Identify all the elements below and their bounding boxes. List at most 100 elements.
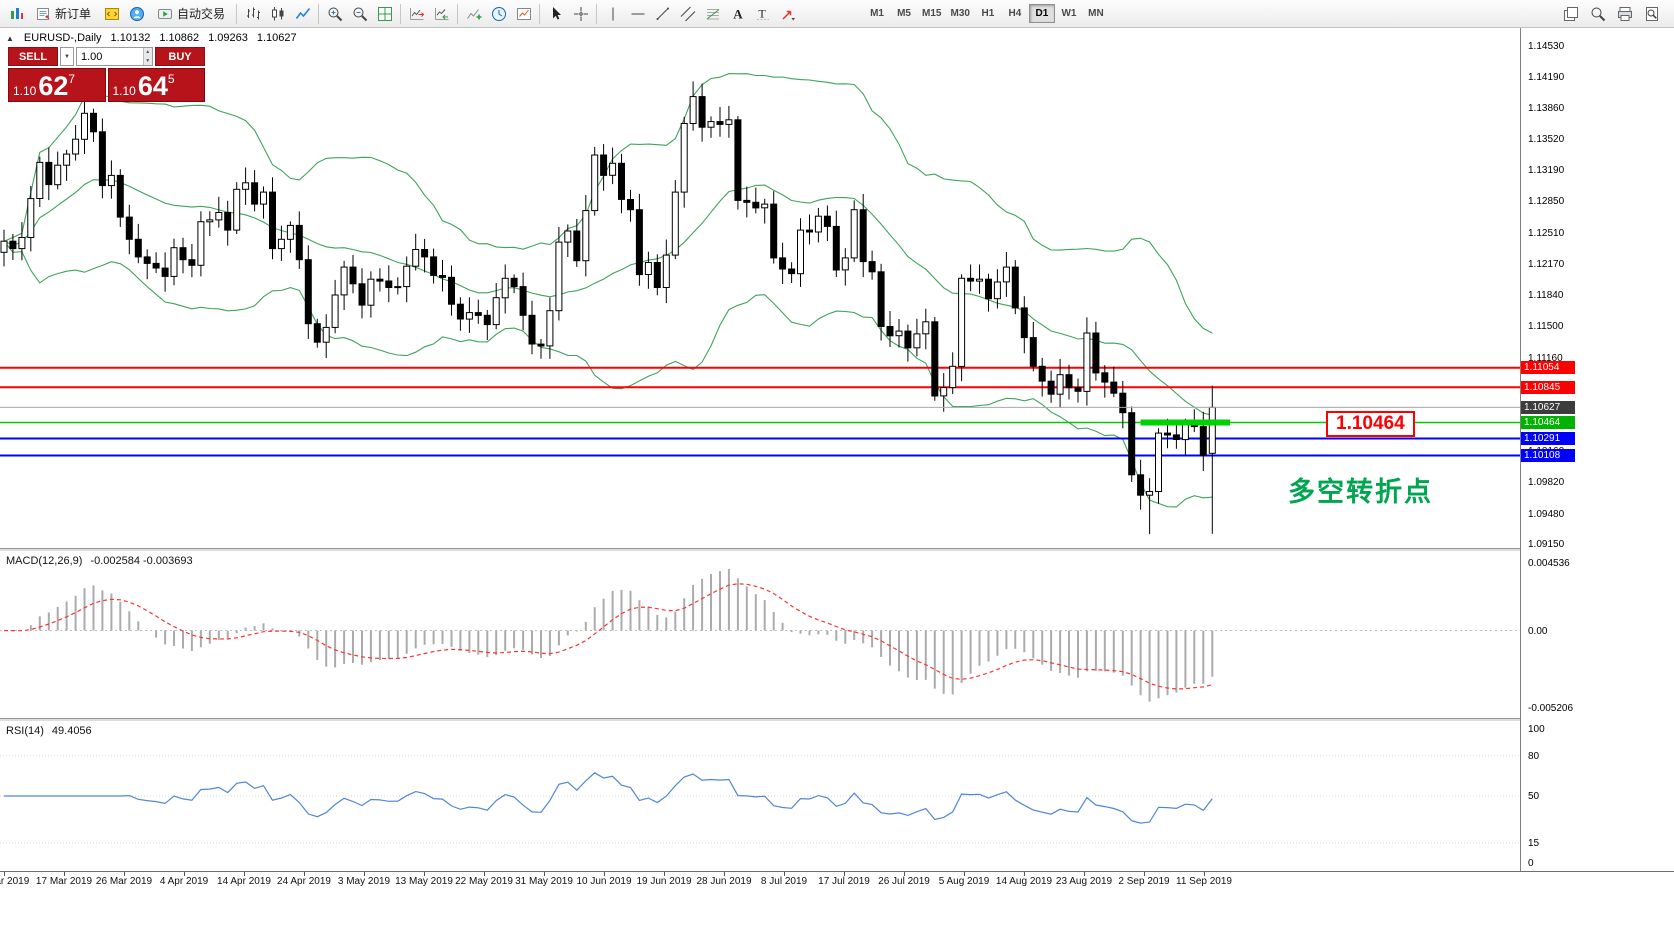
price-chart-canvas[interactable] bbox=[0, 28, 1520, 548]
date-label: 31 May 2019 bbox=[515, 876, 573, 887]
indicators-icon[interactable] bbox=[461, 2, 486, 25]
mql5-community-icon[interactable] bbox=[124, 2, 149, 25]
ohlc-open: 1.10132 bbox=[110, 32, 151, 44]
turning-point-note[interactable]: 多空转折点 bbox=[1288, 477, 1433, 507]
tile-windows-icon[interactable] bbox=[372, 2, 397, 25]
timeframe-mn[interactable]: MN bbox=[1083, 4, 1109, 23]
arrows-icon[interactable] bbox=[775, 2, 800, 25]
price-tick: 1.09480 bbox=[1528, 508, 1565, 520]
date-label: 17 Jul 2019 bbox=[818, 876, 870, 887]
chart-shift-icon[interactable] bbox=[404, 2, 429, 25]
date-label: 5 Aug 2019 bbox=[938, 876, 990, 887]
time-tick bbox=[64, 872, 65, 876]
periods-icon[interactable] bbox=[486, 2, 511, 25]
price-tick: 1.11500 bbox=[1528, 321, 1564, 333]
price-line-badge: 1.11054 bbox=[1521, 361, 1575, 375]
sell-price-display[interactable]: 1.10 62 7 bbox=[8, 68, 106, 102]
new-order-button-label: 新订单 bbox=[55, 7, 92, 21]
timeframe-w1[interactable]: W1 bbox=[1056, 4, 1082, 23]
chart-title-bar: ▲ EURUSD-,Daily 1.10132 1.10862 1.09263 … bbox=[6, 32, 297, 44]
search-icon[interactable] bbox=[1585, 2, 1610, 25]
price-scale[interactable]: 1.14530 1.14190 1.13860 1.13520 1.13190 1.128… bbox=[1520, 28, 1674, 871]
date-label: 3 May 2019 bbox=[337, 876, 391, 887]
sell-button[interactable]: SELL bbox=[8, 47, 58, 66]
support-segment[interactable] bbox=[1140, 419, 1231, 426]
time-tick bbox=[484, 872, 485, 876]
new-window-icon[interactable] bbox=[1558, 2, 1583, 25]
fibonacci-icon[interactable] bbox=[700, 2, 725, 25]
macd-canvas[interactable] bbox=[0, 551, 1520, 718]
timeframe-d1[interactable]: D1 bbox=[1028, 4, 1055, 23]
label-icon[interactable]: T bbox=[750, 2, 775, 25]
chevron-down-icon: ▼ bbox=[64, 53, 70, 60]
buy-button[interactable]: BUY bbox=[155, 47, 205, 66]
text-icon[interactable]: A bbox=[725, 2, 750, 25]
timeframe-m5[interactable]: M5 bbox=[891, 4, 917, 23]
panel-splitter[interactable] bbox=[0, 718, 1674, 721]
print-icon[interactable] bbox=[1612, 2, 1637, 25]
toolbar-separator bbox=[539, 3, 541, 24]
time-tick bbox=[1204, 872, 1205, 876]
metaeditor-icon[interactable] bbox=[99, 2, 124, 25]
panel-splitter[interactable] bbox=[0, 548, 1674, 551]
date-label: 23 Aug 2019 bbox=[1055, 876, 1113, 887]
svg-text:T: T bbox=[758, 6, 766, 20]
time-tick bbox=[184, 872, 185, 876]
volume-input[interactable] bbox=[77, 48, 143, 65]
time-tick bbox=[424, 872, 425, 876]
panel-toggle-icon[interactable]: ▲ bbox=[6, 33, 14, 43]
preview-icon[interactable] bbox=[1639, 2, 1664, 25]
timeframe-h1[interactable]: H1 bbox=[975, 4, 1001, 23]
zoom-out-icon[interactable] bbox=[347, 2, 372, 25]
horizontal-line-icon[interactable] bbox=[625, 2, 650, 25]
timeframe-h4[interactable]: H4 bbox=[1002, 4, 1028, 23]
rsi-canvas[interactable] bbox=[0, 721, 1520, 871]
timeframe-m30[interactable]: M30 bbox=[946, 4, 973, 23]
volume-increase-button[interactable]: ▲ bbox=[142, 48, 152, 57]
toolbar-separator bbox=[318, 3, 320, 24]
new-order-button-icon bbox=[37, 7, 51, 21]
new-chart-icon[interactable] bbox=[4, 2, 29, 25]
price-tick: 1.09150 bbox=[1528, 539, 1565, 551]
level-annotation[interactable]: 1.10464 bbox=[1326, 411, 1415, 437]
date-label: 28 Jun 2019 bbox=[696, 876, 752, 887]
timeframe-m15[interactable]: M15 bbox=[918, 4, 945, 23]
macd-histogram bbox=[11, 569, 1214, 702]
auto-scroll-icon[interactable] bbox=[429, 2, 454, 25]
trendline-icon[interactable] bbox=[650, 2, 675, 25]
timeframe-toolbar: M1 M5 M15 M30 H1 H4 D1 W1 MN bbox=[864, 4, 1109, 23]
new-order-button[interactable]: 新订单 bbox=[29, 2, 99, 25]
buy-price-display[interactable]: 1.10 64 5 bbox=[107, 68, 205, 102]
channel-icon[interactable] bbox=[675, 2, 700, 25]
date-label: 19 Jun 2019 bbox=[636, 876, 692, 887]
bar-chart-icon[interactable] bbox=[240, 2, 265, 25]
templates-icon[interactable] bbox=[511, 2, 536, 25]
candlestick-icon[interactable] bbox=[265, 2, 290, 25]
timeframe-m1[interactable]: M1 bbox=[864, 4, 890, 23]
autotrade-button-icon bbox=[157, 6, 173, 22]
cursor-icon[interactable] bbox=[543, 2, 568, 25]
zoom-in-icon[interactable] bbox=[322, 2, 347, 25]
price-tick: 1.13190 bbox=[1528, 164, 1565, 176]
macd-tick: 0.00 bbox=[1528, 625, 1548, 637]
price-tick: 1.12170 bbox=[1528, 259, 1565, 271]
chart-region[interactable]: 1.14530 1.14190 1.13860 1.13520 1.13190 1.128… bbox=[0, 28, 1674, 952]
crosshair-icon[interactable] bbox=[568, 2, 593, 25]
rsi-label: RSI(14) 49.4056 bbox=[6, 725, 92, 737]
date-label: 13 May 2019 bbox=[395, 876, 453, 887]
toolbar-right-group bbox=[1558, 2, 1664, 25]
date-label: 11 Sep 2019 bbox=[1176, 876, 1232, 887]
date-label: 24 Apr 2019 bbox=[277, 876, 331, 887]
volume-preset-dropdown[interactable]: ▼ bbox=[60, 47, 74, 66]
date-label: 8 Jul 2019 bbox=[760, 876, 808, 887]
date-label: 7 Mar 2019 bbox=[0, 876, 30, 887]
time-tick bbox=[904, 872, 905, 876]
autotrade-button[interactable]: 自动交易 bbox=[149, 2, 233, 25]
time-tick bbox=[964, 872, 965, 876]
time-tick bbox=[4, 872, 5, 876]
line-chart-icon[interactable] bbox=[290, 2, 315, 25]
vertical-line-icon[interactable] bbox=[600, 2, 625, 25]
rsi-levels bbox=[0, 755, 1520, 844]
volume-decrease-button[interactable]: ▼ bbox=[142, 56, 152, 65]
